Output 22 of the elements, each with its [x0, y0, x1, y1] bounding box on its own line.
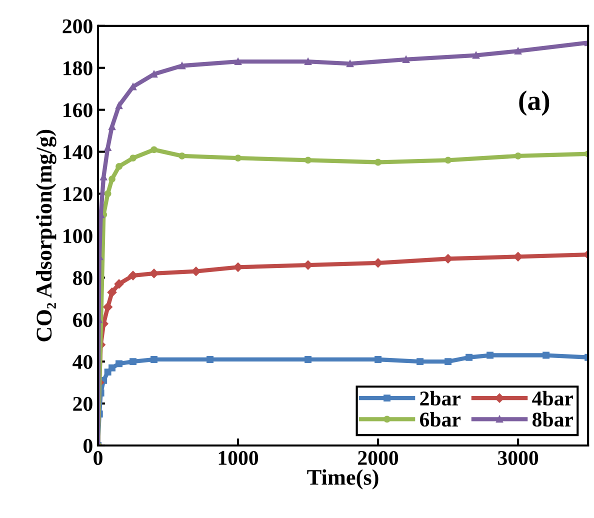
- x-tick-label: 1000: [218, 450, 258, 466]
- legend-label: 8bar: [532, 412, 574, 427]
- y-tick-label: 20: [73, 396, 92, 411]
- y-tick-label: 140: [64, 145, 92, 160]
- y-tick-label: 160: [64, 103, 92, 118]
- y-tick-label: 100: [64, 229, 92, 244]
- y-tick-label: 0: [84, 438, 92, 453]
- y-tick-label: 200: [62, 19, 92, 34]
- x-tick-label: 0: [94, 450, 102, 466]
- y-axis-title: CO₂ Adsorption(mg/g): [36, 130, 56, 342]
- legend-label: 2bar: [420, 390, 461, 406]
- y-tick-label: 80: [73, 271, 92, 286]
- y-tick-label: 120: [64, 187, 92, 202]
- legend-label: 4bar: [532, 390, 574, 406]
- y-tick-label: 180: [64, 61, 92, 76]
- x-tick-label: 3000: [498, 450, 538, 466]
- y-tick-label: 40: [72, 354, 92, 369]
- y-tick-label: 60: [73, 312, 92, 328]
- annotation: (a): [519, 90, 550, 116]
- x-tick-label: 2000: [358, 450, 398, 466]
- legend-label: 6bar: [420, 412, 461, 427]
- x-axis-title: Time(s): [307, 469, 378, 490]
